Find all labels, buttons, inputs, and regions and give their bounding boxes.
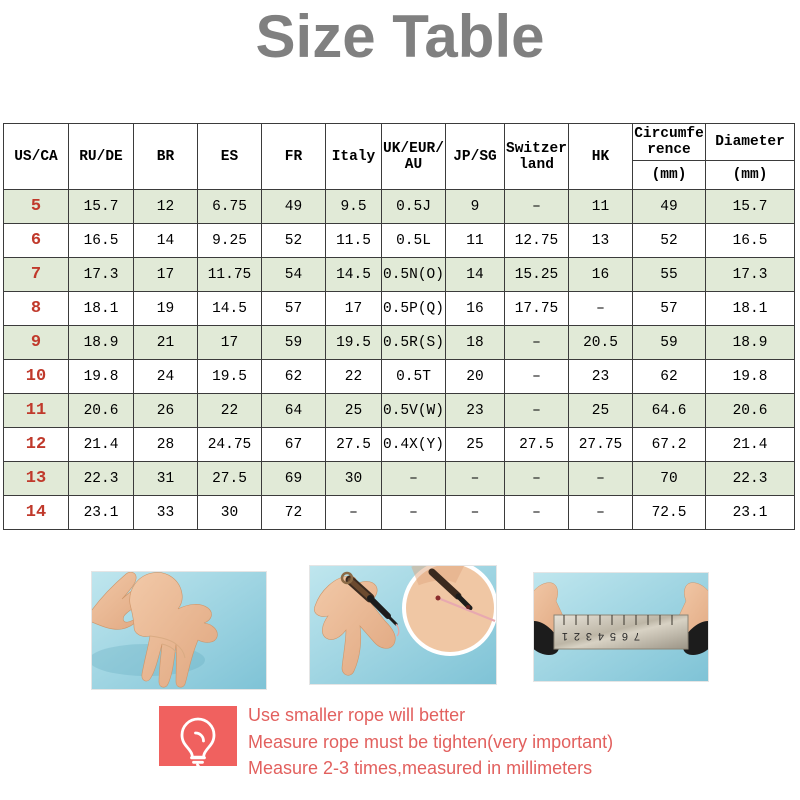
svg-text:4: 4 [598, 630, 604, 642]
svg-text:1: 1 [562, 630, 568, 642]
svg-text:7: 7 [634, 630, 640, 642]
svg-text:6: 6 [622, 630, 628, 642]
svg-text:5: 5 [610, 630, 616, 642]
svg-text:3: 3 [586, 630, 592, 642]
svg-text:2: 2 [574, 630, 580, 642]
